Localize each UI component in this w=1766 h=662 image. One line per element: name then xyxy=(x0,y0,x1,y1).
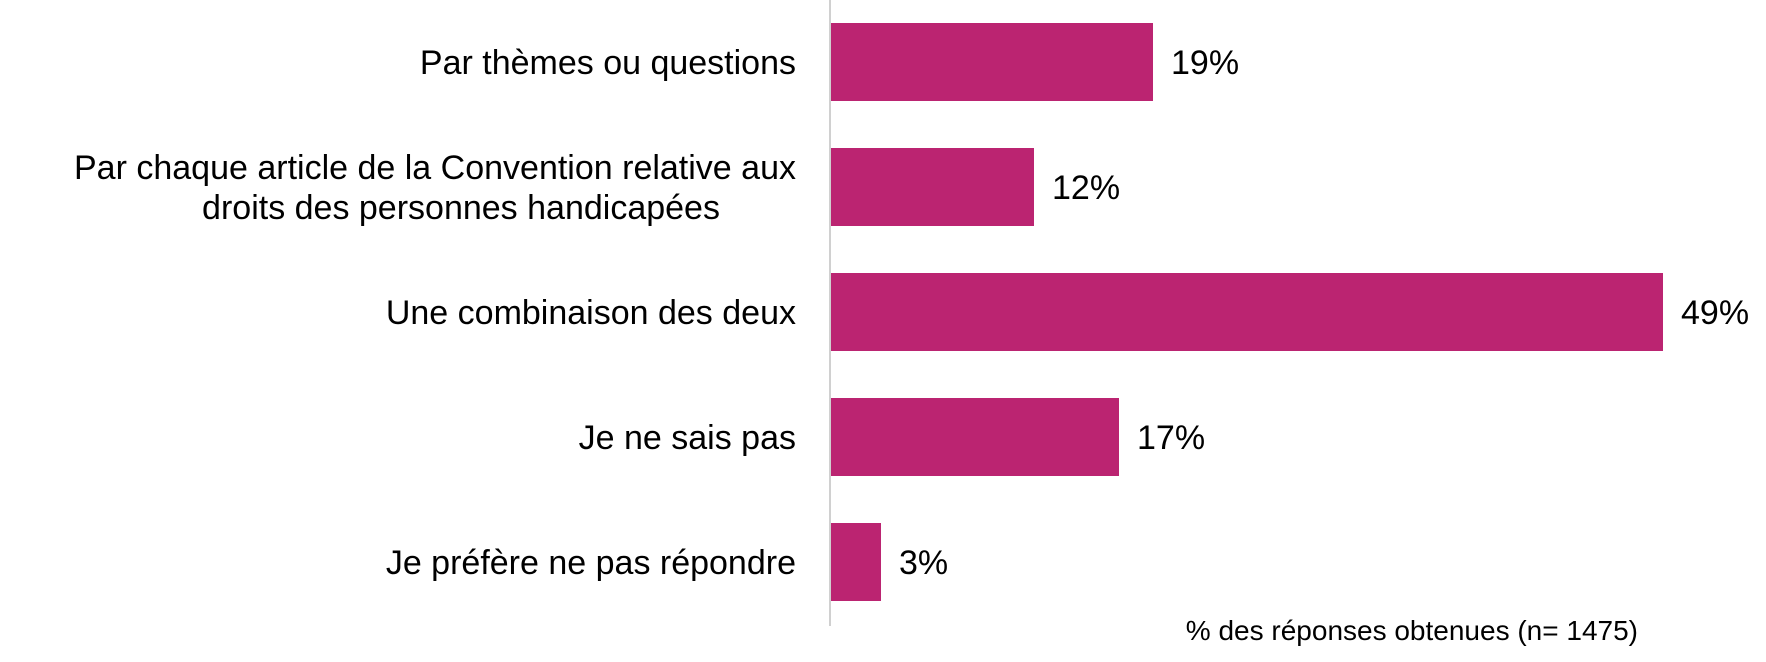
category-label-line: Par thèmes ou questions xyxy=(420,44,796,82)
bar xyxy=(830,273,1663,351)
bar xyxy=(830,148,1034,226)
value-label: 12% xyxy=(1052,169,1120,207)
category-label: Je préfère ne pas répondre xyxy=(386,544,796,582)
category-label-line: Par chaque article de la Convention rela… xyxy=(74,149,796,187)
category-label-line: Je ne sais pas xyxy=(579,419,796,457)
category-label: Une combinaison des deux xyxy=(386,294,796,332)
category-label-line: Une combinaison des deux xyxy=(386,294,796,332)
bar xyxy=(830,398,1119,476)
value-label: 3% xyxy=(899,544,948,582)
category-label-line: droits des personnes handicapées xyxy=(202,189,720,227)
value-label: 49% xyxy=(1681,294,1749,332)
category-labels-group: Par thèmes ou questions Par chaque articl… xyxy=(74,44,796,582)
sample-size-note: % des réponses obtenues (n= 1475) xyxy=(1186,615,1638,646)
value-label: 19% xyxy=(1171,44,1239,82)
category-label: Je ne sais pas xyxy=(579,419,796,457)
category-label: Par chaque article de la Convention rela… xyxy=(74,149,796,227)
bar xyxy=(830,23,1153,101)
bars-group xyxy=(830,23,1663,601)
value-labels-group: 19% 12% 49% 17% 3% xyxy=(899,44,1749,582)
value-label: 17% xyxy=(1137,419,1205,457)
category-label-line: Je préfère ne pas répondre xyxy=(386,544,796,582)
category-label: Par thèmes ou questions xyxy=(420,44,796,82)
bar xyxy=(830,523,881,601)
